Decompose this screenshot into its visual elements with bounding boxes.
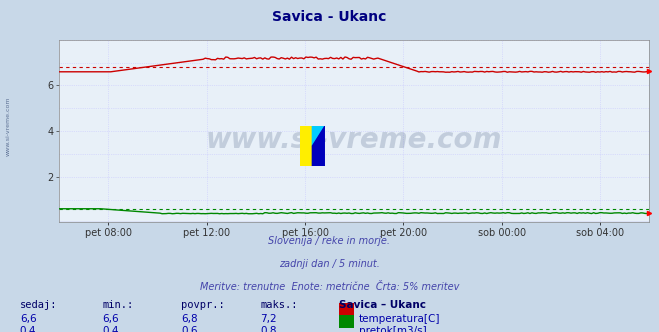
Text: sedaj:: sedaj:	[20, 300, 57, 310]
Text: Meritve: trenutne  Enote: metrične  Črta: 5% meritev: Meritve: trenutne Enote: metrične Črta: …	[200, 282, 459, 292]
Text: www.si-vreme.com: www.si-vreme.com	[6, 96, 11, 156]
Text: 6,6: 6,6	[20, 314, 36, 324]
Text: 0,6: 0,6	[181, 326, 198, 332]
Text: 0,8: 0,8	[260, 326, 277, 332]
Text: min.:: min.:	[102, 300, 133, 310]
Text: 6,8: 6,8	[181, 314, 198, 324]
Text: zadnji dan / 5 minut.: zadnji dan / 5 minut.	[279, 259, 380, 269]
Bar	[300, 126, 312, 166]
Text: temperatura[C]: temperatura[C]	[359, 314, 441, 324]
Polygon shape	[312, 126, 325, 166]
Text: povpr.:: povpr.:	[181, 300, 225, 310]
Polygon shape	[312, 126, 325, 146]
Text: Slovenija / reke in morje.: Slovenija / reke in morje.	[268, 236, 391, 246]
Text: Savica - Ukanc: Savica - Ukanc	[272, 10, 387, 24]
Text: 0,4: 0,4	[20, 326, 36, 332]
Text: 0,4: 0,4	[102, 326, 119, 332]
Text: www.si-vreme.com: www.si-vreme.com	[206, 126, 502, 154]
Text: maks.:: maks.:	[260, 300, 298, 310]
Text: 7,2: 7,2	[260, 314, 277, 324]
Text: 6,6: 6,6	[102, 314, 119, 324]
Text: Savica – Ukanc: Savica – Ukanc	[339, 300, 426, 310]
Text: pretok[m3/s]: pretok[m3/s]	[359, 326, 427, 332]
